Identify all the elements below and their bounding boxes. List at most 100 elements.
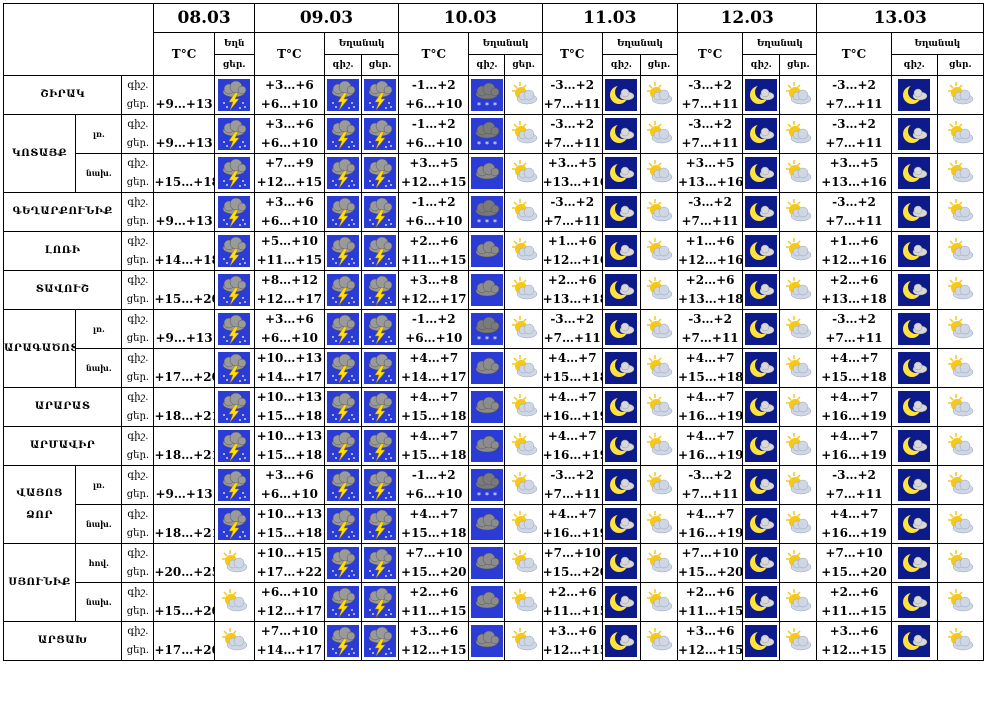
moon-weather-icon bbox=[742, 426, 781, 466]
temperature-cell: +18…+21 bbox=[153, 387, 215, 427]
sunny-weather-icon bbox=[936, 426, 985, 466]
nightsnow-weather-icon: * * * bbox=[468, 114, 506, 154]
temp-header: T°C bbox=[253, 32, 325, 76]
night-day-labels: գիշ. ցեր. bbox=[121, 621, 155, 661]
moon-weather-icon bbox=[601, 114, 641, 154]
svg-text:*: * bbox=[493, 101, 497, 110]
sunny-weather-icon bbox=[504, 270, 543, 310]
night-day-labels: գիշ. ցեր. bbox=[121, 582, 155, 622]
temperature-cell: -3…+2 +7…+11 bbox=[816, 192, 892, 232]
temperature-cell: +20…+25 bbox=[153, 543, 215, 583]
sunny-weather-icon bbox=[779, 543, 818, 583]
sunny-weather-icon bbox=[936, 231, 985, 271]
moon-weather-icon bbox=[601, 621, 641, 661]
region-name: ԱՐԱԳԱԾՈՏՆ bbox=[2, 309, 77, 388]
temperature-cell: +5…+10 +11…+15 bbox=[253, 231, 325, 271]
moon-weather-icon bbox=[890, 270, 938, 310]
temperature-cell: +4…+7 +16…+19 bbox=[816, 426, 892, 466]
temperature-cell: -1…+2 +6…+10 bbox=[398, 192, 470, 232]
sunny-weather-icon bbox=[639, 387, 678, 427]
night-header: գիշ. bbox=[742, 54, 781, 76]
night-day-labels: գիշ. ցեր. bbox=[121, 309, 155, 349]
moon-weather-icon bbox=[601, 543, 641, 583]
sunny-weather-icon bbox=[639, 270, 678, 310]
temperature-cell: -3…+2 +7…+11 bbox=[541, 114, 603, 154]
temperature-cell: +7…+10 +15…+20 bbox=[541, 543, 603, 583]
storm-weather-icon bbox=[361, 543, 400, 583]
temperature-cell: +4…+7 +16…+19 bbox=[541, 426, 603, 466]
svg-text:*: * bbox=[485, 101, 489, 110]
sunny-weather-icon bbox=[504, 192, 543, 232]
region-name: ԱՐՄԱՎԻՐ bbox=[2, 426, 123, 466]
sunny-weather-icon bbox=[504, 582, 543, 622]
temperature-cell: +9…+13 bbox=[153, 309, 215, 349]
night-day-labels: գիշ. ցեր. bbox=[121, 231, 155, 271]
date-header: 13.03 bbox=[816, 3, 984, 33]
temperature-cell: -1…+2 +6…+10 bbox=[398, 465, 470, 505]
svg-text:*: * bbox=[477, 140, 481, 149]
weather-header: Եղանակ bbox=[742, 32, 818, 55]
moon-weather-icon bbox=[601, 309, 641, 349]
temperature-cell: +4…+7 +15…+18 bbox=[398, 387, 470, 427]
temperature-cell: +4…+7 +16…+19 bbox=[541, 387, 603, 427]
temperature-cell: +10…+15 +17…+22 bbox=[253, 543, 325, 583]
sunny-weather-icon bbox=[936, 582, 985, 622]
moon-weather-icon bbox=[601, 270, 641, 310]
svg-text:*: * bbox=[477, 491, 481, 500]
sunny-weather-icon bbox=[779, 153, 818, 193]
subregion-label: նախ. bbox=[75, 504, 123, 544]
temperature-cell: -3…+2 +7…+11 bbox=[816, 465, 892, 505]
storm-weather-icon bbox=[361, 387, 400, 427]
sunny-weather-icon bbox=[504, 309, 543, 349]
temperature-cell: -3…+2 +7…+11 bbox=[541, 75, 603, 115]
cloudy-weather-icon bbox=[468, 348, 506, 388]
storm-weather-icon bbox=[361, 270, 400, 310]
storm-weather-icon bbox=[361, 504, 400, 544]
sunny-weather-icon bbox=[213, 543, 255, 583]
nightsnow-weather-icon: * * * bbox=[468, 465, 506, 505]
moon-weather-icon bbox=[601, 75, 641, 115]
subregion-label: նախ. bbox=[75, 153, 123, 193]
subregion-label: նախ. bbox=[75, 582, 123, 622]
moon-weather-icon bbox=[742, 114, 781, 154]
storm-weather-icon bbox=[213, 465, 255, 505]
sunny-weather-icon bbox=[504, 621, 543, 661]
night-header: գիշ. bbox=[601, 54, 641, 76]
sunny-weather-icon bbox=[779, 504, 818, 544]
temperature-cell: +4…+7 +16…+19 bbox=[676, 426, 744, 466]
weather-header: Եղանակ bbox=[323, 32, 400, 55]
temperature-cell: +10…+13 +15…+18 bbox=[253, 504, 325, 544]
weather-header: Եղանակ bbox=[890, 32, 985, 55]
night-day-labels: գիշ. ցեր. bbox=[121, 192, 155, 232]
sunny-weather-icon bbox=[936, 465, 985, 505]
sunny-weather-icon bbox=[504, 504, 543, 544]
moon-weather-icon bbox=[890, 426, 938, 466]
moon-weather-icon bbox=[742, 309, 781, 349]
region-name: ՇԻՐԱԿ bbox=[2, 75, 123, 115]
sunny-weather-icon bbox=[504, 75, 543, 115]
temperature-cell: +2…+6 +11…+15 bbox=[676, 582, 744, 622]
temperature-cell: +3…+6 +12…+15 bbox=[398, 621, 470, 661]
temperature-cell: -3…+2 +7…+11 bbox=[816, 75, 892, 115]
sunny-weather-icon bbox=[504, 231, 543, 271]
svg-text:*: * bbox=[493, 491, 497, 500]
region-name: ԱՐՑԱԽ bbox=[2, 621, 123, 661]
cloudy-weather-icon bbox=[468, 387, 506, 427]
temperature-cell: +3…+6 +12…+15 bbox=[676, 621, 744, 661]
temperature-cell: +18…+21 bbox=[153, 504, 215, 544]
sunny-weather-icon bbox=[936, 543, 985, 583]
temperature-cell: +2…+6 +13…+18 bbox=[676, 270, 744, 310]
region-name: ՎԱՅՈՑ ՁՈՐ bbox=[2, 465, 77, 544]
sunny-weather-icon bbox=[213, 621, 255, 661]
nightsnow-weather-icon: * * * bbox=[468, 192, 506, 232]
temperature-cell: +15…+20 bbox=[153, 270, 215, 310]
temperature-cell: +3…+5 +13…+16 bbox=[676, 153, 744, 193]
day-header: ցեր. bbox=[213, 54, 255, 76]
moon-weather-icon bbox=[890, 621, 938, 661]
storm-weather-icon bbox=[361, 114, 400, 154]
storm-weather-icon bbox=[361, 309, 400, 349]
temperature-cell: -1…+2 +6…+10 bbox=[398, 75, 470, 115]
sunny-weather-icon bbox=[639, 621, 678, 661]
temperature-cell: -1…+2 +6…+10 bbox=[398, 309, 470, 349]
moon-weather-icon bbox=[601, 465, 641, 505]
